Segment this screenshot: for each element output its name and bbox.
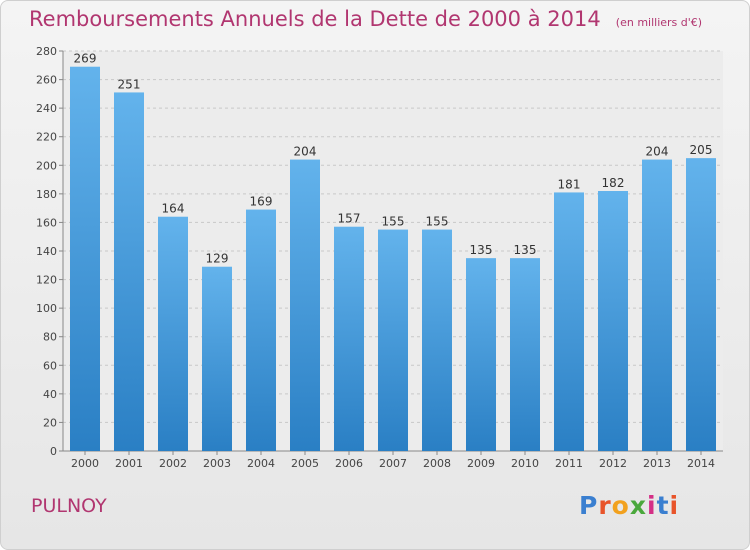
x-tick-label: 2005 [291,457,319,470]
x-tick-label: 2009 [467,457,495,470]
bar-2004 [246,209,276,451]
data-label: 135 [470,243,493,257]
data-label: 204 [646,145,669,159]
x-tick-label: 2012 [599,457,627,470]
y-tick-label: 140 [36,245,57,258]
y-tick-label: 0 [50,445,57,458]
y-tick-label: 40 [43,388,57,401]
data-label: 155 [382,215,405,229]
logo-letter: i [669,491,680,520]
x-tick-label: 2010 [511,457,539,470]
data-label: 269 [74,52,97,66]
y-tick-label: 60 [43,359,57,372]
data-label: 129 [206,252,229,266]
logo-letter: i [647,491,657,520]
data-label: 169 [250,195,273,209]
x-tick-label: 2014 [687,457,715,470]
bar-2012 [598,191,628,451]
logo-letter: o [611,491,630,520]
y-tick-label: 120 [36,274,57,287]
y-tick-label: 200 [36,159,57,172]
x-tick-label: 2001 [115,457,143,470]
x-tick-label: 2011 [555,457,583,470]
bar-2009 [466,258,496,451]
x-tick-label: 2002 [159,457,187,470]
bar-2000 [70,66,100,451]
data-label: 251 [118,77,141,91]
y-tick-label: 240 [36,102,57,115]
x-tick-label: 2007 [379,457,407,470]
x-tick-label: 2000 [71,457,99,470]
data-label: 181 [558,177,581,191]
bar-2010 [510,258,540,451]
bar-2007 [378,229,408,451]
y-tick-label: 220 [36,131,57,144]
proxiti-logo: Proxiti [579,491,679,520]
data-label: 204 [294,145,317,159]
label-layer: 0 20 40 60 80 100 120 140 160 180 200 220 240 260 280 2… [36,45,715,470]
bar-layer [70,66,716,452]
bar-2008 [422,229,452,451]
x-tick-label: 2008 [423,457,451,470]
data-label: 135 [514,243,537,257]
data-label: 164 [162,202,185,216]
logo-letter: P [579,491,599,520]
y-tick-label: 280 [36,45,57,58]
y-tick-label: 100 [36,302,57,315]
x-tick-label: 2004 [247,457,275,470]
chart-title: Remboursements Annuels de la Dette de 20… [29,7,601,31]
y-tick-label: 80 [43,331,57,344]
y-tick-label: 180 [36,188,57,201]
bar-2011 [554,192,584,451]
data-label: 157 [338,212,361,226]
chart-subtitle: (en milliers d'€) [615,16,703,29]
bar-2005 [290,159,320,452]
logo-letter: t [656,491,670,520]
y-tick-label: 260 [36,74,57,87]
logo-letter: x [629,491,647,520]
data-label: 155 [426,215,449,229]
place-name: PULNOY [31,495,107,517]
x-tick-label: 2013 [643,457,671,470]
logo-letter: r [598,491,612,520]
bar-2003 [202,266,232,451]
y-tick-label: 160 [36,216,57,229]
data-label: 205 [690,143,713,157]
x-tick-label: 2006 [335,457,363,470]
y-tick-label: 20 [43,416,57,429]
bar-2014 [686,158,716,451]
data-label: 182 [602,176,625,190]
title-row: Remboursements Annuels de la Dette de 20… [29,7,702,31]
bar-2001 [114,92,144,451]
bar-2006 [334,226,364,451]
bar-2013 [642,159,672,452]
x-tick-label: 2003 [203,457,231,470]
bar-2002 [158,216,188,451]
